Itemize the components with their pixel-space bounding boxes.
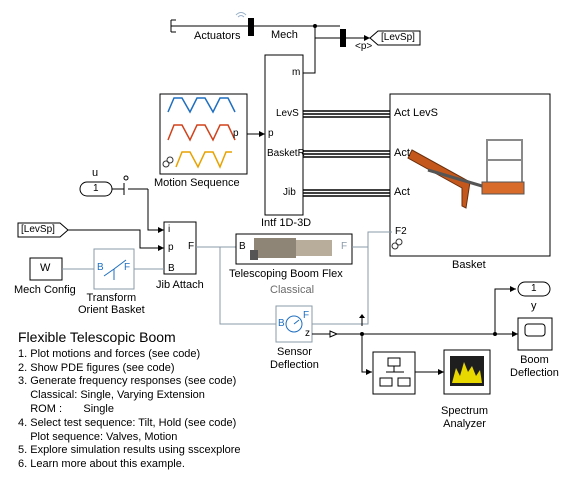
sensor-port-f: F xyxy=(303,310,310,321)
wave-blue-icon xyxy=(167,97,236,114)
boom-to-sensor-wire[interactable] xyxy=(312,247,369,325)
transform-label: Transform Orient Basket xyxy=(78,292,145,316)
telescoping-sublabel: Classical xyxy=(270,284,315,296)
link-icon xyxy=(162,156,174,168)
buffer-icon xyxy=(379,357,411,387)
basket-port-f2: F2 xyxy=(395,226,407,237)
model-notes: Flexible Telescopic Boom 1. Plot motions… xyxy=(18,329,241,472)
levsp-wire[interactable] xyxy=(68,229,164,249)
wave-red-icon xyxy=(167,124,236,142)
boom-deflection-scope[interactable] xyxy=(517,317,553,351)
from-levsp-label: [LevSp] xyxy=(21,224,55,235)
notes-line[interactable]: 2. Show PDE figures (see code) xyxy=(18,361,175,374)
notes-line[interactable]: ROM : Single xyxy=(18,402,114,415)
notes-line[interactable]: Plot sequence: Valves, Motion xyxy=(18,430,178,443)
telescoping-label: Telescoping Boom Flex xyxy=(229,268,343,280)
boom-port-f: F xyxy=(341,241,348,252)
intf-port-jib: Jib xyxy=(283,187,296,198)
ps-converter[interactable] xyxy=(329,330,339,338)
motion-sequence-label: Motion Sequence xyxy=(154,177,240,189)
basket-label: Basket xyxy=(452,259,486,271)
transform-port-f: F xyxy=(124,262,131,273)
sensor-label: Sensor Deflection xyxy=(270,346,319,371)
actuators-label: Actuators xyxy=(194,30,241,42)
selector-label: <p> xyxy=(355,41,373,52)
boom-to-basket-wire[interactable] xyxy=(352,231,392,248)
jib-bus[interactable] xyxy=(303,189,392,197)
intf-port-levs: LevS xyxy=(276,108,299,119)
m-wire[interactable] xyxy=(303,26,316,74)
outport-y-label: y xyxy=(531,300,537,312)
from-levsp-tag[interactable] xyxy=(17,222,69,238)
mech-label: Mech xyxy=(271,29,298,41)
transform-port-b: B xyxy=(97,262,104,273)
bus-selector-p[interactable] xyxy=(340,29,346,47)
u-marker-icon xyxy=(123,175,129,195)
jib-port-f: F xyxy=(188,241,195,252)
notes-line[interactable]: Classical: Single, Varying Extension xyxy=(18,389,205,402)
jib-attach-block[interactable] xyxy=(163,221,197,275)
sensor-port-b: B xyxy=(278,318,285,329)
basket-port-act-levs: Act LevS xyxy=(394,107,439,119)
notes-line[interactable]: 1. Plot motions and forces (see code) xyxy=(18,347,201,360)
intf-label: Intf 1D-3D xyxy=(261,217,312,229)
jib-port-p: p xyxy=(168,242,174,253)
notes-line[interactable]: 6. Learn more about this example. xyxy=(18,458,185,471)
basket-image xyxy=(407,139,525,209)
notes-title: Flexible Telescopic Boom xyxy=(18,329,176,345)
basket-port-act-2: Act xyxy=(394,147,410,159)
actuators-subsystem-icon[interactable] xyxy=(170,19,180,33)
notes-line[interactable]: 3. Generate frequency responses (see cod… xyxy=(18,375,237,388)
jib-to-sensor-wire[interactable] xyxy=(219,247,276,325)
goto-levsp-label: [LevSp] xyxy=(381,32,415,43)
jib-port-i: i xyxy=(168,224,171,235)
u-wire[interactable] xyxy=(147,189,164,231)
basket-link-icon xyxy=(391,238,403,250)
jib-attach-label: Jib Attach xyxy=(156,279,204,291)
inport-u-label: u xyxy=(92,167,99,179)
notes-line[interactable]: 4. Select test sequence: Tilt, Hold (see… xyxy=(18,416,237,429)
levs-bus[interactable] xyxy=(303,110,392,118)
inport-u-number: 1 xyxy=(93,183,99,194)
basketr-bus[interactable] xyxy=(303,150,392,158)
mech-config-symbol: W xyxy=(40,262,51,274)
boom-image xyxy=(250,238,332,260)
goto-levsp-tag[interactable] xyxy=(369,30,421,46)
boom-deflection-label: Boom Deflection xyxy=(510,354,559,379)
jib-port-b: B xyxy=(168,263,175,274)
basket-port-act-3: Act xyxy=(394,186,410,198)
motion-port-p: p xyxy=(233,128,239,139)
boom-port-b: B xyxy=(239,241,246,252)
buffer-block[interactable] xyxy=(372,351,416,395)
gauge-icon xyxy=(285,315,303,333)
frame-icon xyxy=(103,259,127,280)
intf-block[interactable] xyxy=(264,54,304,216)
spectrum-analyzer-label: Spectrum Analyzer xyxy=(441,405,489,430)
notes-line[interactable]: 5. Explore simulation results using ssce… xyxy=(18,444,241,457)
bus-selector-bar[interactable] xyxy=(248,18,254,36)
signal-marker-icon xyxy=(359,314,365,326)
sensor-block[interactable] xyxy=(275,305,313,343)
sensor-port-z: z xyxy=(305,328,310,339)
intf-port-p: p xyxy=(268,128,274,139)
wifi-icon xyxy=(235,12,247,18)
outport-y-number: 1 xyxy=(531,283,537,294)
intf-port-m: m xyxy=(292,67,301,78)
outport-y[interactable] xyxy=(517,281,551,297)
wave-yellow-icon xyxy=(175,151,232,169)
intf-port-basketr: BasketR xyxy=(267,148,305,159)
mech-config-label: Mech Config xyxy=(14,284,76,296)
basket-block[interactable] xyxy=(389,93,551,257)
